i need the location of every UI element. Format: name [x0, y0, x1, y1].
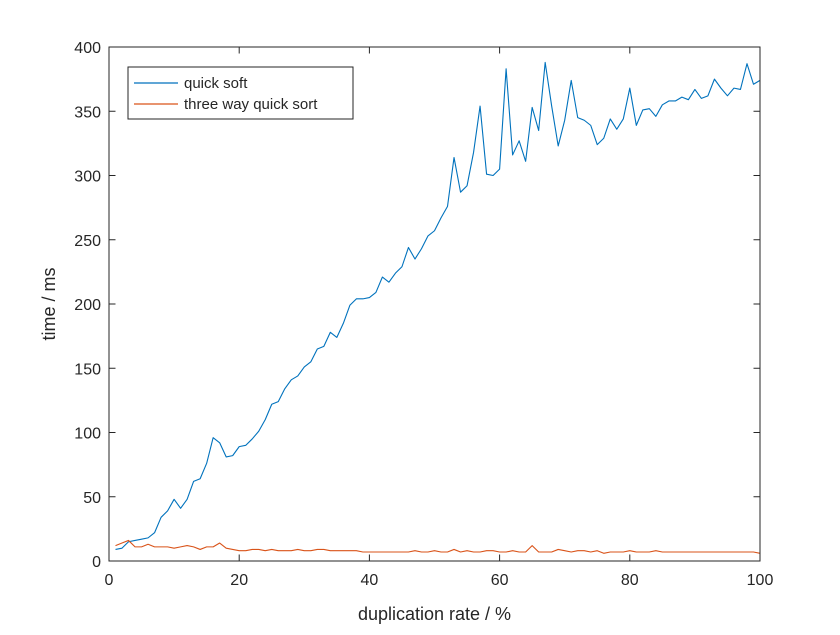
plot-area-frame: [108, 46, 761, 562]
x-tick-label-80: 80: [621, 572, 639, 589]
x-tick-label-0: 0: [105, 572, 114, 589]
y-axis-label: time / ms: [39, 267, 59, 340]
legend-label-three-way-quick-sort: three way quick sort: [184, 96, 318, 113]
y-tick-label-100: 100: [74, 426, 101, 443]
legend-box: [127, 66, 354, 120]
y-tick-label-250: 250: [74, 233, 101, 250]
series-layer: [115, 61, 761, 554]
x-axis-label: duplication rate / %: [358, 604, 511, 624]
y-tick-label-150: 150: [74, 361, 101, 378]
y-tick-label-0: 0: [92, 554, 101, 571]
legend-label-quick-soft: quick soft: [184, 75, 248, 92]
y-tick-label-200: 200: [74, 297, 101, 314]
x-tick-label-100: 100: [747, 572, 774, 589]
y-tick-label-350: 350: [74, 104, 101, 121]
x-tick-label-20: 20: [230, 572, 248, 589]
series-line-three-way-quick-sort: [115, 539, 761, 554]
y-tick-label-400: 400: [74, 40, 101, 57]
x-tick-label-40: 40: [361, 572, 379, 589]
x-tick-label-60: 60: [491, 572, 509, 589]
plot-area-background: [109, 47, 760, 561]
series-line-quick-soft: [115, 61, 761, 550]
y-tick-label-300: 300: [74, 169, 101, 186]
legend: quick soft three way quick sort: [127, 66, 354, 120]
y-tick-label-50: 50: [83, 490, 101, 507]
